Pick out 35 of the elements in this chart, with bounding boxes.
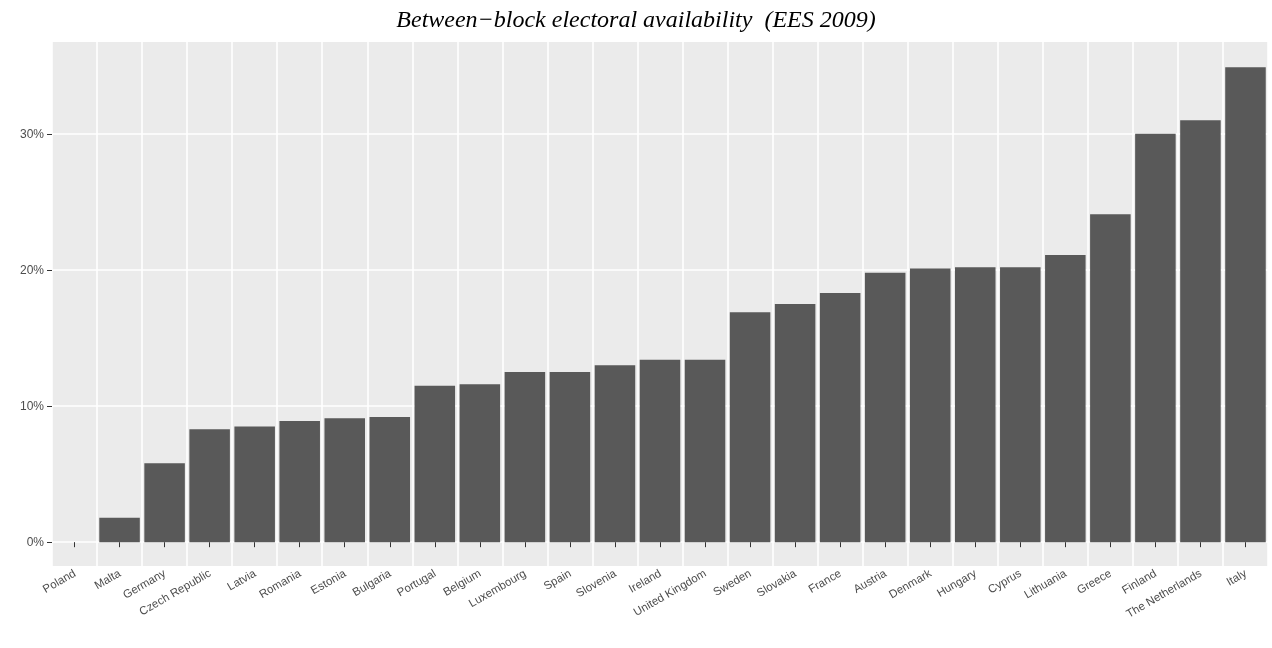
bar — [324, 418, 366, 543]
bar — [189, 429, 230, 543]
bar — [594, 365, 636, 543]
bar — [1090, 214, 1131, 543]
bar — [819, 293, 861, 543]
bar — [504, 372, 546, 543]
x-tick-label: Malta — [92, 566, 124, 592]
bar — [1000, 267, 1041, 543]
bar — [864, 272, 906, 543]
bar — [1180, 120, 1221, 543]
bar — [459, 384, 501, 543]
bar — [234, 426, 275, 543]
bar — [639, 359, 681, 543]
bar — [99, 517, 140, 543]
x-tick-label: Italy — [1224, 566, 1249, 588]
bar — [909, 268, 951, 543]
bar — [729, 312, 771, 543]
bar — [684, 359, 726, 543]
bar — [549, 372, 591, 543]
bar — [414, 385, 456, 543]
y-tick-label: 30% — [19, 126, 45, 141]
bar — [774, 304, 816, 543]
bar — [279, 421, 320, 543]
bar — [144, 463, 185, 543]
bar — [369, 416, 411, 543]
bar — [1045, 255, 1086, 543]
y-tick-label: 20% — [19, 262, 45, 277]
x-tick-label: Latvia — [225, 566, 259, 593]
y-tick-label: 0% — [26, 535, 45, 550]
bar — [1225, 67, 1266, 543]
bar — [1135, 133, 1176, 543]
y-tick-label: 10% — [19, 399, 45, 414]
chart-title: Between−block electoral availability (EES 2009) — [396, 6, 876, 32]
bar — [954, 267, 996, 543]
x-tick-label: Spain — [541, 566, 573, 592]
